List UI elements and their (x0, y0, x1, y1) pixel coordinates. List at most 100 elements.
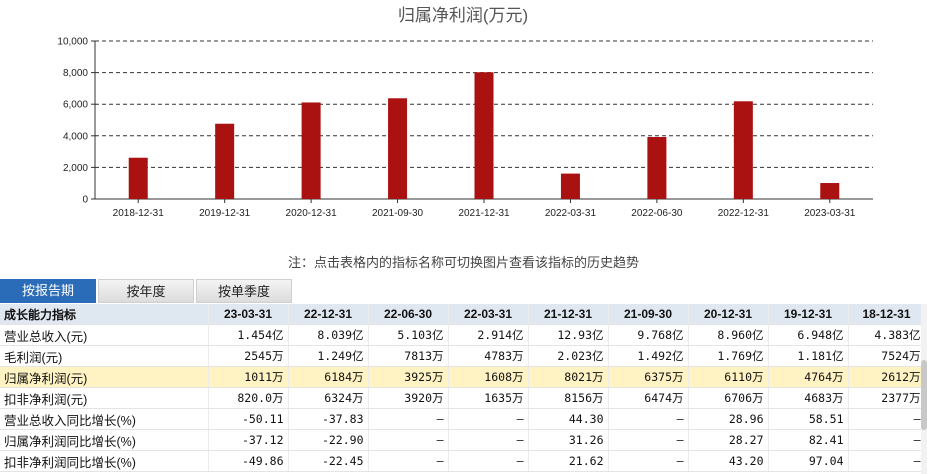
metric-value-cell: 4.383亿 (848, 324, 926, 346)
table-row: 扣非净利润(元) 820.0万 6324万 3920万 1635万 8156万 6474万 6… (0, 387, 926, 409)
table-row: 扣非净利润同比增长(%) -49.86 -22.45— —21.62—43.20 97.… (0, 450, 926, 472)
metric-name-link[interactable]: 扣非净利润同比增长(%) (0, 450, 209, 472)
metric-value-cell: 6110万 (688, 366, 769, 388)
metric-value-cell: -37.12 (208, 429, 289, 451)
header-period: 22-12-31 (288, 304, 369, 325)
metric-value-cell: 4764万 (768, 366, 849, 388)
metric-value-cell: 97.04 (768, 450, 849, 472)
y-tick-label: 6,000 (63, 100, 88, 111)
x-category-label: 2022-12-31 (718, 208, 770, 219)
period-tabs: 按报告期 按年度 按单季度 (0, 279, 927, 303)
metric-value-cell: 7524万 (848, 345, 926, 367)
header-period: 23-03-31 (208, 304, 289, 325)
y-tick-label: 4,000 (63, 131, 88, 142)
metric-value-cell: -49.86 (208, 450, 289, 472)
metric-value-cell: 6706万 (688, 387, 769, 409)
metric-name-link[interactable]: 归属净利润同比增长(%) (0, 429, 209, 451)
metric-value-cell: — (608, 408, 689, 430)
metric-value-cell: — (368, 450, 449, 472)
metric-value-cell: 6324万 (288, 387, 369, 409)
metric-value-cell: 3925万 (368, 366, 449, 388)
metric-value-cell: 12.93亿 (528, 324, 609, 346)
metric-value-cell: 9.768亿 (608, 324, 689, 346)
y-tick-label: 10,000 (57, 37, 88, 48)
metric-name-link[interactable]: 营业总收入同比增长(%) (0, 408, 209, 430)
metric-value-cell: — (368, 408, 449, 430)
metric-value-cell: 44.30 (528, 408, 609, 430)
metric-value-cell: — (368, 429, 449, 451)
metric-value-cell: 8021万 (528, 366, 609, 388)
metric-value-cell: — (448, 429, 529, 451)
metric-value-cell: 820.0万 (208, 387, 289, 409)
metric-value-cell: 1.769亿 (688, 345, 769, 367)
chart-title: 归属净利润(万元) (398, 6, 528, 25)
y-tick-label: 8,000 (63, 68, 88, 79)
metric-value-cell: 1.249亿 (288, 345, 369, 367)
metric-value-cell: 1.454亿 (208, 324, 289, 346)
metric-value-cell: 6.948亿 (768, 324, 849, 346)
x-category-label: 2020-12-31 (286, 208, 338, 219)
metric-name-link[interactable]: 归属净利润(元) (0, 366, 209, 388)
metric-value-cell: 6474万 (608, 387, 689, 409)
metric-value-cell: — (848, 408, 926, 430)
metric-value-cell: — (448, 408, 529, 430)
header-period: 20-12-31 (688, 304, 769, 325)
metric-value-cell: 21.62 (528, 450, 609, 472)
bar (820, 183, 840, 199)
metric-value-cell: 82.41 (768, 429, 849, 451)
metric-value-cell: 4783万 (448, 345, 529, 367)
metric-value-cell: -37.83 (288, 408, 369, 430)
bar (301, 102, 321, 199)
table-scrollbar-thumb[interactable] (921, 360, 927, 430)
bar (388, 98, 408, 199)
metric-value-cell: 1.181亿 (768, 345, 849, 367)
metric-value-cell: -50.11 (208, 408, 289, 430)
metric-name-link[interactable]: 营业总收入(元) (0, 324, 209, 346)
header-period: 18-12-31 (848, 304, 926, 325)
metric-value-cell: 28.27 (688, 429, 769, 451)
metric-value-cell: 2545万 (208, 345, 289, 367)
metric-value-cell: 8.960亿 (688, 324, 769, 346)
table-row: 营业总收入同比增长(%) -50.11 -37.83— —44.30—28.96 58.… (0, 408, 926, 430)
x-category-label: 2022-03-31 (545, 208, 597, 219)
y-tick-label: 2,000 (63, 163, 88, 174)
table-row: 归属净利润(元) 1011万 6184万 3925万 1608万 8021万 6375万 61… (0, 366, 926, 388)
metric-value-cell: 6375万 (608, 366, 689, 388)
bar (733, 101, 753, 199)
metric-value-cell: — (448, 450, 529, 472)
metric-value-cell: 1608万 (448, 366, 529, 388)
metric-value-cell: 1.492亿 (608, 345, 689, 367)
header-period: 22-06-30 (368, 304, 449, 325)
header-metric-label: 成长能力指标 (0, 304, 209, 325)
metric-value-cell: — (848, 450, 926, 472)
metric-name-link[interactable]: 扣非净利润(元) (0, 387, 209, 409)
tab-by-year[interactable]: 按年度 (98, 279, 194, 303)
metric-value-cell: 2.023亿 (528, 345, 609, 367)
header-period: 22-03-31 (448, 304, 529, 325)
metric-value-cell: 58.51 (768, 408, 849, 430)
header-period: 19-12-31 (768, 304, 849, 325)
table-header-row: 成长能力指标 23-03-31 22-12-31 22-06-30 22-03-… (0, 304, 926, 325)
metric-value-cell: 2.914亿 (448, 324, 529, 346)
x-category-label: 2018-12-31 (113, 208, 165, 219)
x-category-label: 2022-06-30 (631, 208, 683, 219)
metric-value-cell: 8156万 (528, 387, 609, 409)
bar (215, 123, 235, 199)
metric-value-cell: — (608, 450, 689, 472)
metric-value-cell: -22.90 (288, 429, 369, 451)
x-category-label: 2019-12-31 (199, 208, 251, 219)
tab-by-quarter[interactable]: 按单季度 (196, 279, 292, 303)
header-period: 21-12-31 (528, 304, 609, 325)
bar (474, 72, 494, 199)
metric-value-cell: 7813万 (368, 345, 449, 367)
header-period: 21-09-30 (608, 304, 689, 325)
metric-value-cell: — (608, 429, 689, 451)
table-row: 毛利润(元) 2545万 1.249亿 7813万 4783万 2.023亿 1.492亿 1… (0, 345, 926, 367)
bar (560, 173, 580, 199)
table-hint-note: 注：点击表格内的指标名称可切换图片查看该指标的历史趋势 (287, 255, 639, 270)
x-category-label: 2023-03-31 (804, 208, 856, 219)
metric-value-cell: 4683万 (768, 387, 849, 409)
y-tick-label: 0 (82, 195, 88, 206)
tab-by-report-period[interactable]: 按报告期 (0, 279, 96, 303)
metric-name-link[interactable]: 毛利润(元) (0, 345, 209, 367)
